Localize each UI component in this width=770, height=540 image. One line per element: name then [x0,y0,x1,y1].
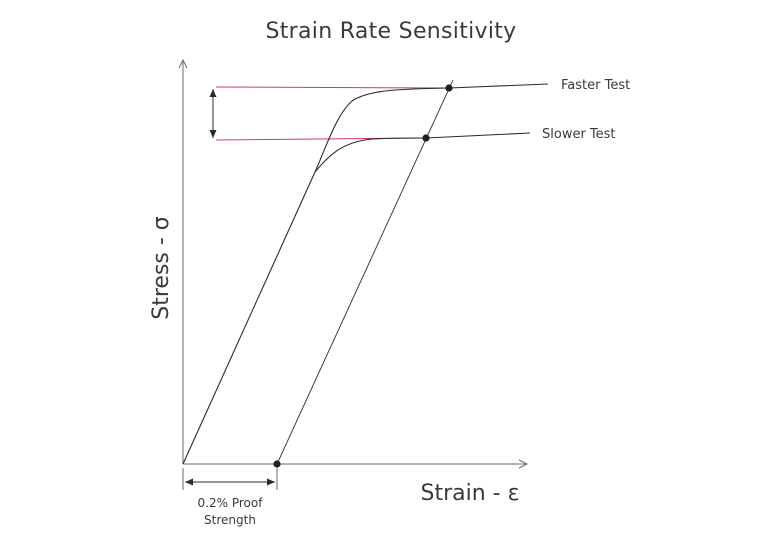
offset-line [276,79,454,465]
proof-label-line2: Strength [204,513,256,527]
slower-test-curve [314,132,531,173]
y-axis-label: Stress - σ [149,216,174,320]
x-axis-label: Strain - ε [421,481,520,506]
faster-guide-line [215,86,450,89]
faster-test-curve [182,83,549,465]
faster-yield-point [445,84,453,92]
proof-label-line1: 0.2% Proof [198,496,264,510]
chart-title: Strain Rate Sensitivity [265,19,516,44]
slower-test-label: Slower Test [542,127,616,142]
offset-origin-point [273,460,281,468]
faster-test-label: Faster Test [561,78,630,93]
slower-yield-point [422,134,430,142]
